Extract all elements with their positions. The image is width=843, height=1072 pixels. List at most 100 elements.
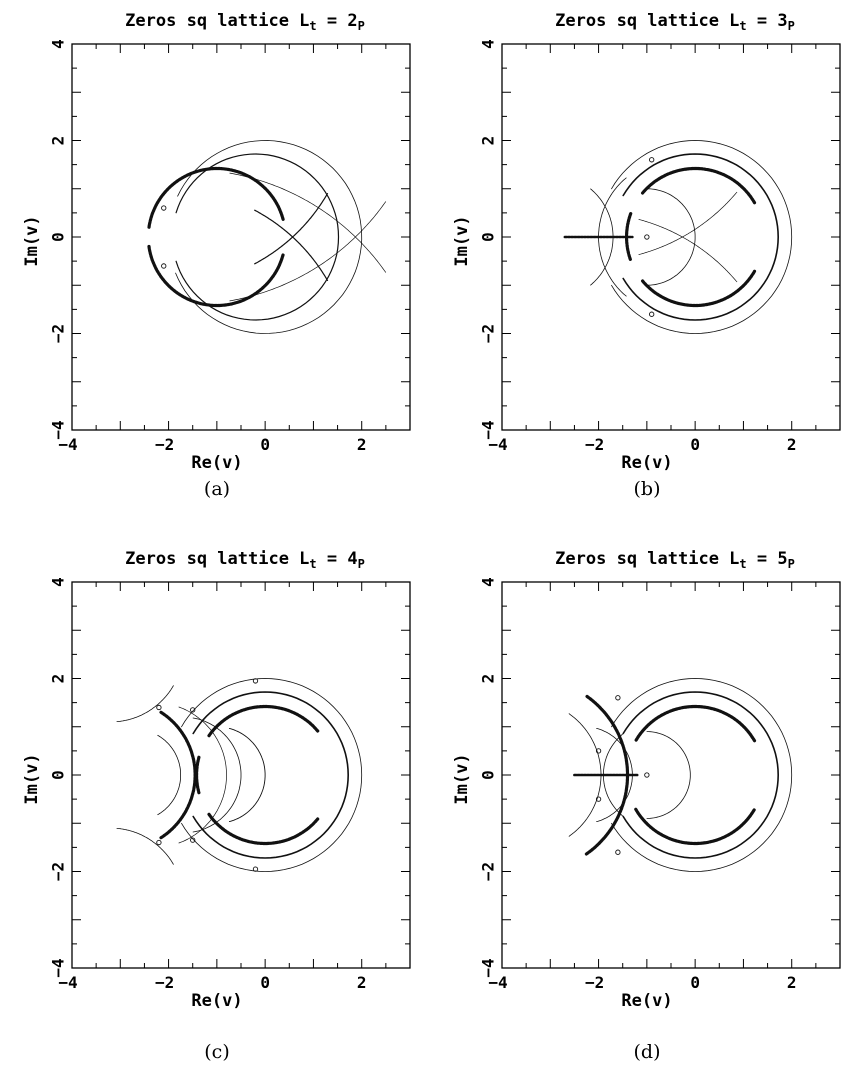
y-tick-label: 0 — [479, 770, 498, 780]
y-tick-label: −2 — [49, 862, 68, 881]
x-axis-label: Re(v) — [621, 991, 672, 1011]
x-axis-label: Re(v) — [621, 453, 672, 473]
panel-caption: (c) — [204, 1041, 229, 1063]
zero-curve — [147, 166, 285, 230]
y-axis-label: Im(v) — [452, 753, 472, 804]
panel-title: Zeros sq lattice Lt = 3P — [555, 11, 795, 33]
x-tick-label: −2 — [155, 435, 174, 454]
x-tick-label: 2 — [787, 435, 797, 454]
data-point — [644, 772, 650, 778]
zero-curve — [641, 166, 757, 205]
y-axis-label: Im(v) — [452, 215, 472, 266]
data-point — [190, 707, 196, 713]
panel-title: Zeros sq lattice Lt = 5P — [555, 549, 795, 571]
panel-caption: (b) — [634, 478, 661, 500]
plot-area — [147, 140, 387, 334]
panel-caption: (d) — [634, 1041, 661, 1063]
plot-area — [568, 678, 793, 872]
y-axis-label: Im(v) — [22, 215, 42, 266]
y-axis-label: Im(v) — [22, 753, 42, 804]
data-point — [595, 796, 602, 802]
y-tick-label: 4 — [49, 39, 68, 49]
x-tick-label: −4 — [488, 435, 507, 454]
data-point — [615, 695, 621, 701]
zero-curve — [229, 172, 387, 273]
y-tick-label: 0 — [479, 232, 498, 242]
y-tick-label: 2 — [479, 674, 498, 684]
data-point — [649, 311, 655, 317]
zero-curve — [195, 755, 201, 795]
zero-curve — [207, 704, 320, 738]
zero-curve — [116, 828, 174, 865]
y-tick-label: −2 — [479, 862, 498, 881]
panel-b: Zeros sq lattice Lt = 3P −4 −2 0 2 −4 −2 0 2 4 Re(… — [452, 11, 841, 500]
y-tick-label: −2 — [479, 324, 498, 343]
zero-curve — [228, 727, 266, 823]
plot-frame — [71, 43, 411, 431]
x-tick-label: 2 — [357, 973, 367, 992]
plot-area — [563, 140, 793, 334]
x-tick-label: −2 — [585, 435, 604, 454]
zero-curve — [634, 807, 757, 846]
plot-area — [116, 678, 363, 872]
x-tick-label: −4 — [58, 435, 77, 454]
zero-curve — [207, 812, 320, 846]
data-point — [252, 866, 259, 872]
zero-curve — [611, 140, 793, 334]
zero-curve — [229, 201, 387, 302]
y-tick-label: 0 — [49, 232, 68, 242]
zero-curve — [157, 734, 181, 816]
zero-curve — [192, 717, 242, 833]
zero-curve — [641, 269, 757, 308]
x-axis-label: Re(v) — [191, 453, 242, 473]
zero-curve — [646, 188, 696, 286]
x-tick-label: −2 — [585, 973, 604, 992]
y-tick-label: 4 — [479, 39, 498, 49]
zero-curve — [638, 191, 738, 255]
data-point — [161, 263, 167, 269]
x-tick-label: 0 — [690, 973, 700, 992]
panel-title: Zeros sq lattice Lt = 2P — [125, 11, 365, 33]
x-tick-label: 0 — [690, 435, 700, 454]
panel-a: Zeros sq lattice Lt = 2P −4 −2 0 2 −4 −2 0 2 4 Re(… — [22, 11, 411, 500]
data-point — [156, 704, 162, 711]
zero-curve — [634, 704, 757, 743]
zero-curve — [646, 731, 691, 819]
plot-frame — [501, 581, 841, 969]
y-tick-label: 4 — [479, 577, 498, 587]
y-tick-label: −4 — [49, 958, 68, 977]
zero-curve — [116, 685, 174, 722]
x-tick-label: 2 — [787, 973, 797, 992]
zero-curve — [178, 706, 227, 844]
data-point — [595, 748, 602, 754]
y-tick-label: 2 — [49, 674, 68, 684]
y-tick-label: 2 — [49, 136, 68, 146]
x-tick-label: 0 — [260, 435, 270, 454]
x-tick-label: 2 — [357, 435, 367, 454]
y-tick-label: −2 — [49, 324, 68, 343]
x-tick-label: −4 — [488, 973, 507, 992]
y-tick-label: 0 — [49, 770, 68, 780]
panel-c: Zeros sq lattice Lt = 4P −4 −2 0 2 −4 −2 0 2 4 Re(… — [22, 549, 411, 1063]
zero-curve — [622, 691, 780, 859]
data-point — [161, 205, 167, 211]
x-axis-label: Re(v) — [191, 991, 242, 1011]
y-tick-label: −4 — [479, 958, 498, 977]
zero-curve — [622, 153, 780, 321]
panel-d: Zeros sq lattice Lt = 5P −4 −2 0 2 −4 −2 0 2 4 Re(… — [452, 549, 841, 1063]
zero-curve — [175, 140, 363, 334]
zero-curve — [611, 678, 793, 872]
y-tick-label: 2 — [479, 136, 498, 146]
data-point — [156, 839, 162, 846]
x-tick-label: 0 — [260, 973, 270, 992]
panel-caption: (a) — [204, 478, 230, 500]
data-point — [649, 157, 655, 163]
zero-curve — [254, 209, 329, 281]
zero-curve — [638, 219, 738, 283]
plot-frame — [501, 43, 841, 431]
data-point — [615, 849, 621, 855]
data-point — [644, 234, 650, 240]
data-point — [252, 678, 259, 684]
x-tick-label: −4 — [58, 973, 77, 992]
